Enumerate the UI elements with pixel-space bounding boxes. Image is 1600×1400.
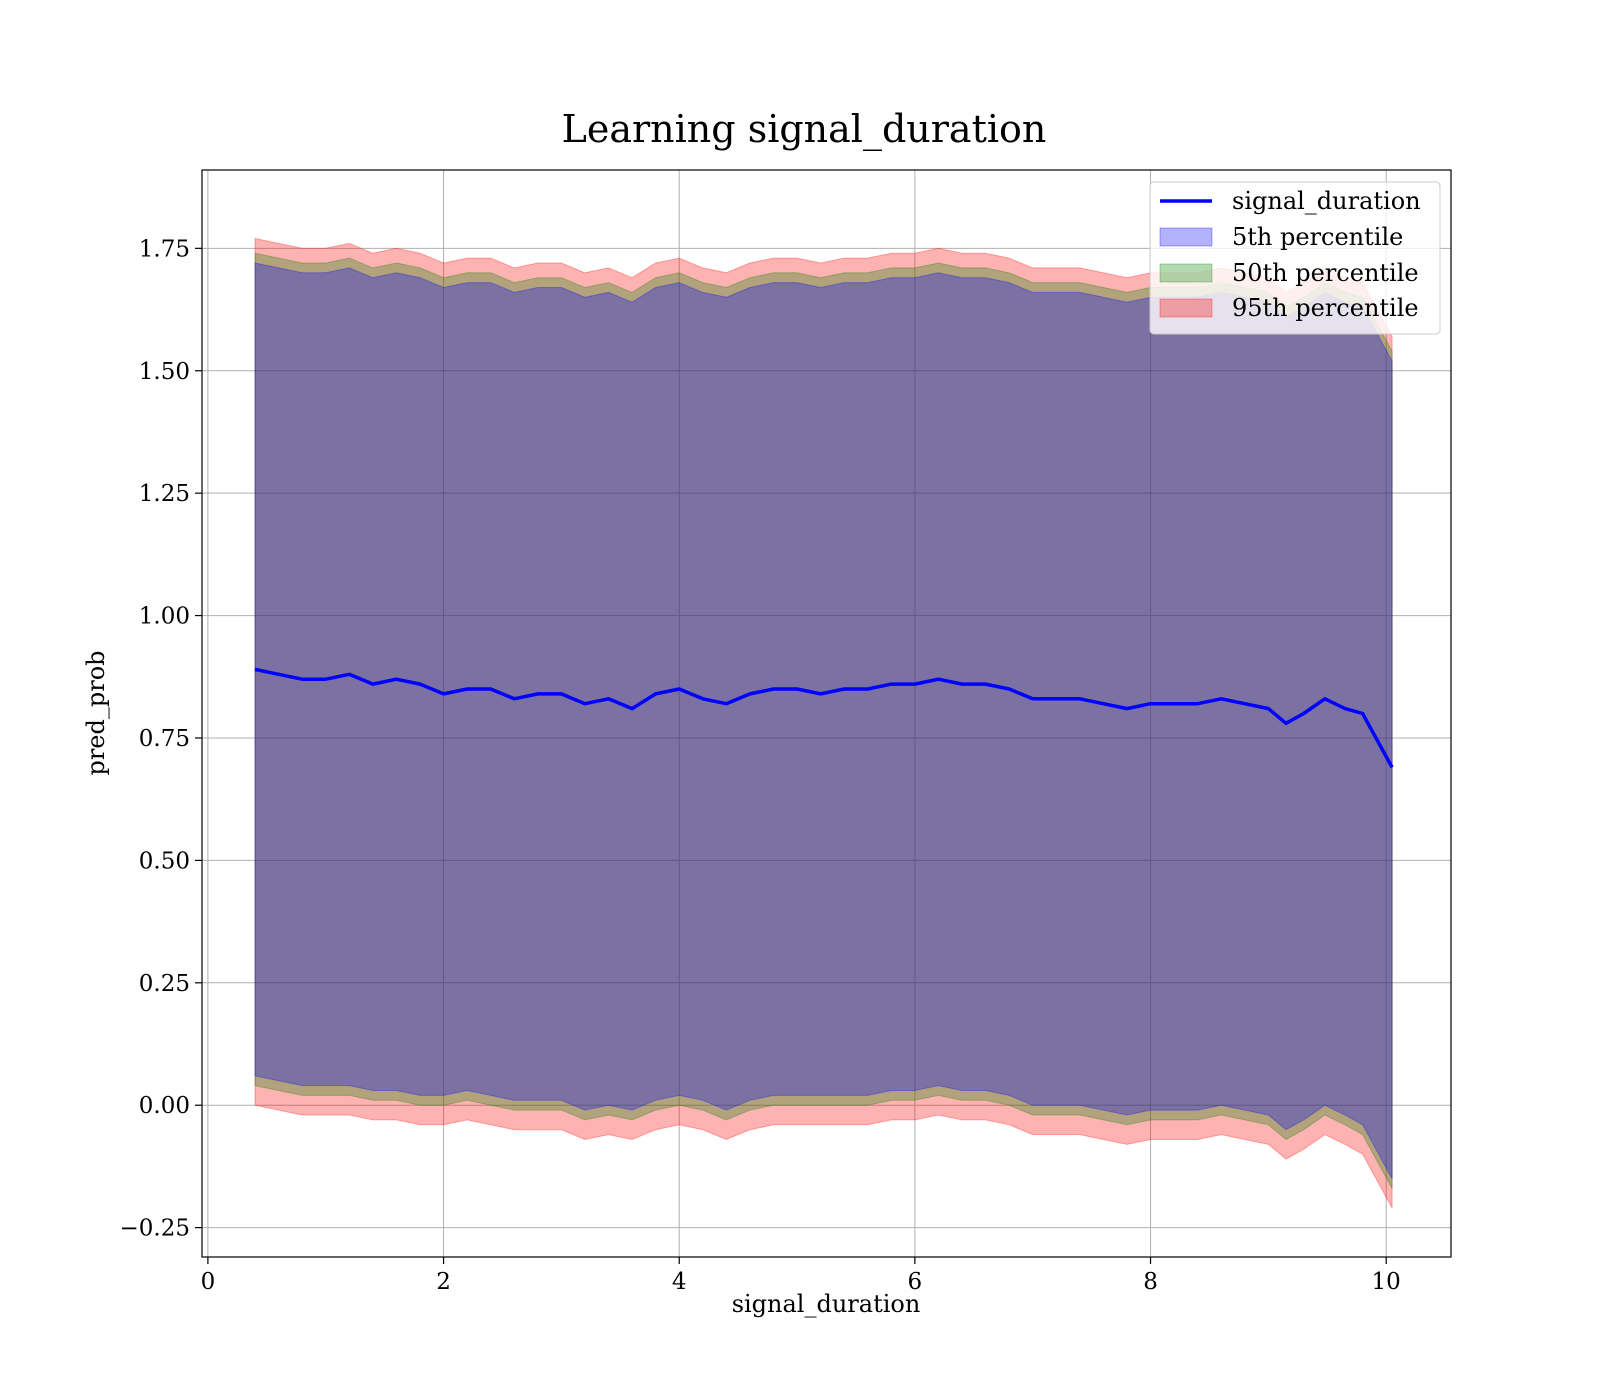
- legend-label-signal_duration: signal_duration: [1232, 187, 1421, 215]
- grid-lines: [202, 170, 1451, 1257]
- data-lines: [254, 667, 1394, 769]
- x-tick-label-4: 8: [1143, 1269, 1158, 1295]
- y-tick-label-1: 0.00: [139, 1093, 190, 1119]
- y-axis-label: pred_prob: [82, 650, 110, 775]
- legend-label-95th-percentile: 95th percentile: [1232, 294, 1419, 322]
- legend-swatch-95th-percentile: [1159, 298, 1213, 318]
- y-tick-label-5: 1.00: [139, 604, 190, 630]
- legend-swatch-50th-percentile: [1159, 263, 1213, 283]
- percentile-bands: [254, 237, 1393, 1209]
- y-tick-label-6: 1.25: [139, 481, 190, 507]
- x-axis-label: signal_duration: [732, 1290, 921, 1318]
- x-tick-label-2: 4: [672, 1269, 687, 1295]
- legend-swatch-5th-percentile: [1159, 227, 1213, 247]
- x-tick-label-3: 6: [908, 1269, 923, 1295]
- y-tick-label-8: 1.75: [139, 236, 190, 262]
- x-tick-label-0: 0: [201, 1269, 216, 1295]
- y-tick-label-2: 0.25: [139, 971, 190, 997]
- x-axis-ticks: 0 2 4 6 8 10: [201, 1257, 1401, 1295]
- x-tick-label-5: 10: [1372, 1269, 1401, 1295]
- y-axis-ticks: −0.25 0.00 0.25 0.50 0.75 1.00 1.25 1.50 1.75: [120, 236, 202, 1242]
- y-tick-label-7: 1.50: [139, 359, 190, 385]
- y-tick-label-0: −0.25: [120, 1216, 190, 1242]
- plot-frame: [201, 169, 1452, 1258]
- legend-label-50th-percentile: 50th percentile: [1232, 259, 1419, 287]
- line-signal_duration: [254, 667, 1394, 769]
- band-5th-percentile: [254, 262, 1393, 1179]
- legend-label-5th-percentile: 5th percentile: [1232, 223, 1403, 251]
- y-tick-label-3: 0.50: [139, 848, 190, 874]
- legend-frame: [1149, 181, 1441, 335]
- legend: signal_duration 5th percentile 50th percen…: [1149, 181, 1441, 335]
- x-tick-label-1: 2: [436, 1269, 451, 1295]
- y-tick-label-4: 0.75: [139, 726, 190, 752]
- band-50th-percentile: [254, 252, 1393, 1189]
- chart-title: Learning signal_duration: [562, 107, 1047, 152]
- band-95th-percentile: [254, 237, 1393, 1209]
